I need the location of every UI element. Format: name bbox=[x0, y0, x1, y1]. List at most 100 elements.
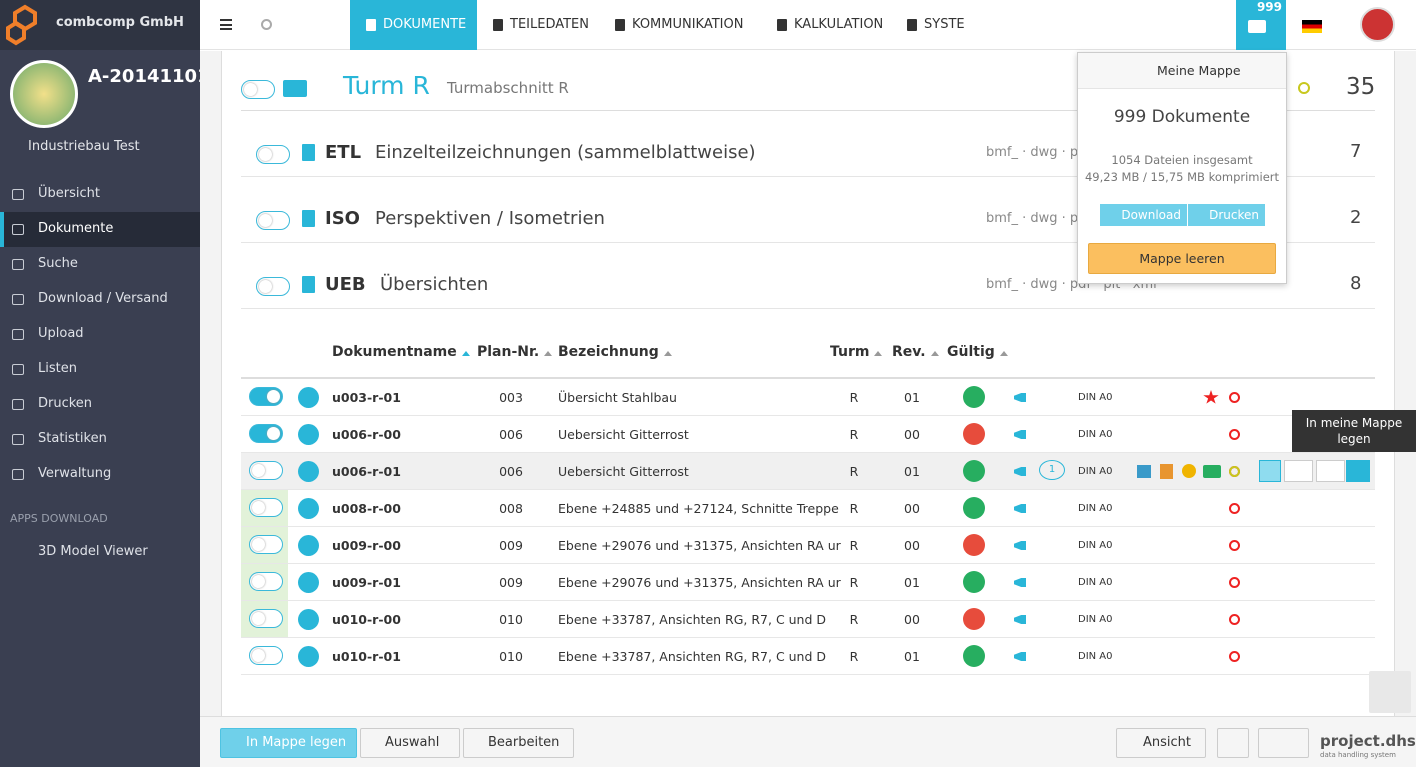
divider bbox=[241, 176, 1375, 177]
table-row[interactable]: u009-r-00 009 Ebene +29076 und +31375, Ans… bbox=[241, 527, 1375, 564]
nav-label: Upload bbox=[38, 326, 84, 341]
popup-clear[interactable]: Mappe leeren bbox=[1088, 243, 1276, 274]
turm: R bbox=[849, 649, 859, 664]
group-toggle[interactable] bbox=[256, 145, 290, 164]
nav-tab[interactable]: KOMMUNIKATION bbox=[599, 0, 761, 50]
doc-name: u006-r-01 bbox=[332, 464, 401, 479]
plan-nr: 010 bbox=[499, 649, 523, 664]
stack-icon bbox=[1160, 464, 1173, 479]
row-toggle[interactable] bbox=[249, 572, 283, 591]
menu-icon[interactable] bbox=[220, 19, 232, 30]
mappe-button[interactable]: 999 bbox=[1236, 0, 1286, 50]
table-row[interactable]: u003-r-01 003 Übersicht Stahlbau R 01 DIN A0 bbox=[241, 379, 1375, 416]
description: Ebene +33787, Ansichten RG, R7, C und D bbox=[558, 612, 827, 627]
nav-label: Download / Versand bbox=[38, 291, 168, 306]
rev: 00 bbox=[904, 612, 920, 627]
nav-item[interactable]: Dokumente bbox=[0, 212, 200, 247]
row-toggle[interactable] bbox=[249, 387, 283, 406]
group-toggle[interactable] bbox=[256, 277, 290, 296]
group-code: ETL bbox=[325, 142, 362, 163]
expand-button[interactable] bbox=[1217, 728, 1249, 758]
tools-button[interactable] bbox=[1258, 728, 1309, 758]
sort-arrow bbox=[874, 351, 882, 356]
nav-item[interactable]: Statistiken bbox=[0, 422, 200, 457]
flag[interactable] bbox=[1302, 20, 1322, 33]
group-icon bbox=[302, 144, 315, 161]
tab-icon bbox=[907, 19, 917, 31]
folder-icon[interactable] bbox=[283, 80, 307, 97]
table-row[interactable]: u006-r-01 006 Uebersicht Gitterrost R 01 1 DIN… bbox=[241, 453, 1375, 490]
footer-button[interactable]: In Mappe legen bbox=[220, 728, 357, 758]
nav-item[interactable]: Listen bbox=[0, 352, 200, 387]
format: DIN A0 bbox=[1078, 540, 1113, 551]
search-icon[interactable] bbox=[261, 19, 272, 30]
nav-tab[interactable]: TEILEDATEN bbox=[477, 0, 599, 50]
table-row[interactable]: u010-r-00 010 Ebene +33787, Ansichten RG, … bbox=[241, 601, 1375, 638]
popup-download[interactable]: Download bbox=[1100, 204, 1187, 226]
column-header[interactable]: Bezeichnung bbox=[558, 344, 659, 360]
scroll-top[interactable] bbox=[1369, 671, 1411, 713]
sort-arrow bbox=[1000, 351, 1008, 356]
nav-icon bbox=[12, 469, 24, 480]
column-header[interactable]: Rev. bbox=[892, 344, 926, 360]
row-toggle[interactable] bbox=[249, 498, 283, 517]
status-dot bbox=[1298, 82, 1310, 94]
avatar bbox=[10, 60, 78, 128]
footer-button[interactable]: Auswahl bbox=[360, 728, 460, 758]
group-code: ISO bbox=[325, 208, 360, 229]
column-header[interactable]: Plan-Nr. bbox=[477, 344, 540, 360]
doc-name: u003-r-01 bbox=[332, 390, 401, 405]
table-row[interactable]: u010-r-01 010 Ebene +33787, Ansichten RG, … bbox=[241, 638, 1375, 675]
format: DIN A0 bbox=[1078, 466, 1113, 477]
header-title: Turm R bbox=[343, 71, 430, 100]
tab-icon bbox=[777, 19, 787, 31]
comment-bubble[interactable]: 1 bbox=[1039, 460, 1065, 480]
group-formats: bmf_ · dwg · pc bbox=[986, 211, 1086, 226]
row-toggle[interactable] bbox=[249, 461, 283, 480]
view-button[interactable]: Ansicht bbox=[1116, 728, 1206, 758]
row-toggle[interactable] bbox=[249, 535, 283, 554]
announce-icon bbox=[1014, 393, 1026, 402]
nav-item[interactable]: Drucken bbox=[0, 387, 200, 422]
nav-tab[interactable]: SYSTE bbox=[891, 0, 990, 50]
group-name: Übersichten bbox=[380, 274, 489, 295]
nav-item[interactable]: Upload bbox=[0, 317, 200, 352]
row-toggle[interactable] bbox=[249, 609, 283, 628]
nav-item[interactable]: Download / Versand bbox=[0, 282, 200, 317]
nav-tab[interactable]: KALKULATION bbox=[761, 0, 891, 50]
header-toggle[interactable] bbox=[241, 80, 275, 99]
tabs: DOKUMENTE TEILEDATEN KOMMUNIKATION KALKULAT… bbox=[350, 0, 990, 50]
app-item[interactable]: 3D Model Viewer bbox=[38, 544, 148, 559]
view-button bbox=[298, 461, 319, 482]
column-header[interactable]: Turm bbox=[830, 344, 870, 360]
group-toggle[interactable] bbox=[256, 211, 290, 230]
nav-item[interactable]: Übersicht bbox=[0, 177, 200, 212]
table-row[interactable]: u009-r-01 009 Ebene +29076 und +31375, Ans… bbox=[241, 564, 1375, 601]
row-toggle[interactable] bbox=[249, 646, 283, 665]
nav-icon bbox=[12, 189, 24, 200]
nav-item[interactable]: Suche bbox=[0, 247, 200, 282]
doc-name: u009-r-00 bbox=[332, 538, 401, 553]
valid-icon bbox=[963, 645, 985, 667]
rev: 01 bbox=[904, 575, 920, 590]
sidebar: combcomp GmbH A-20141101 Industriebau Te… bbox=[0, 0, 210, 767]
footer-button[interactable]: Bearbeiten bbox=[463, 728, 574, 758]
group-icon bbox=[302, 276, 315, 293]
column-header[interactable]: Gültig bbox=[947, 344, 995, 360]
announce-icon bbox=[1014, 504, 1026, 513]
nav-item[interactable]: Verwaltung bbox=[0, 457, 200, 492]
nav-icon bbox=[12, 329, 24, 340]
group-name: Perspektiven / Isometrien bbox=[375, 208, 605, 229]
table-row[interactable]: u006-r-00 006 Uebersicht Gitterrost R 00 DIN … bbox=[241, 416, 1375, 453]
valid-icon bbox=[963, 460, 985, 482]
table-row[interactable]: u008-r-00 008 Ebene +24885 und +27124, Sch… bbox=[241, 490, 1375, 527]
group-code: UEB bbox=[325, 274, 366, 295]
user-avatar[interactable] bbox=[1360, 7, 1395, 42]
download-icon bbox=[1137, 465, 1151, 478]
nav-tab[interactable]: DOKUMENTE bbox=[350, 0, 477, 50]
column-header[interactable]: Dokumentname bbox=[332, 344, 457, 360]
row-toggle[interactable] bbox=[249, 424, 283, 443]
add-mappe-button bbox=[1346, 460, 1370, 482]
popup-print[interactable]: Drucken bbox=[1187, 204, 1265, 226]
description: Uebersicht Gitterrost bbox=[558, 427, 689, 442]
